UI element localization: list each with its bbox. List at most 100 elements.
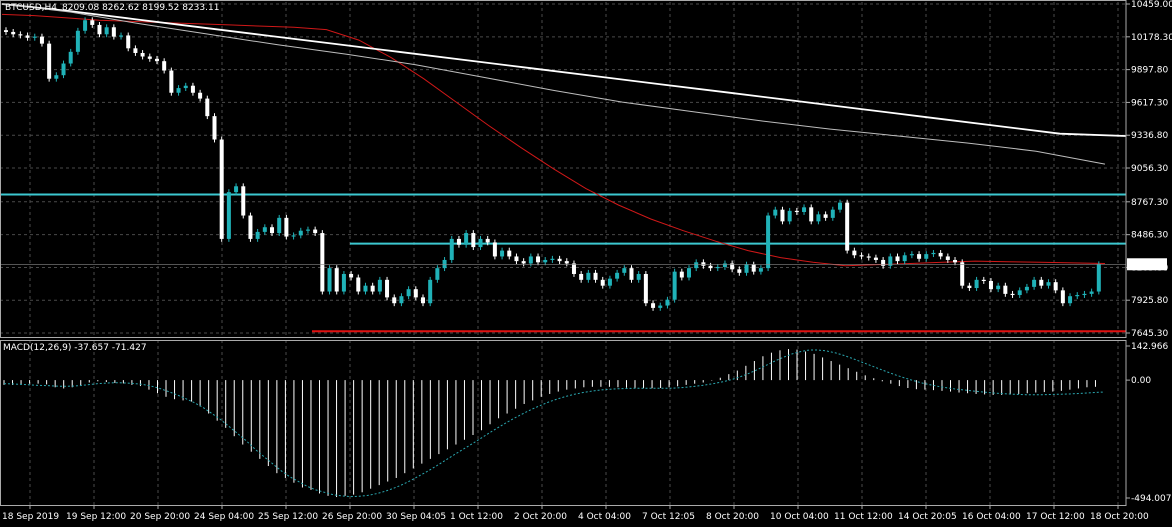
candle-body[interactable]: [234, 186, 239, 193]
price-panel[interactable]: [0, 3, 1127, 333]
candle-body[interactable]: [176, 88, 181, 93]
candle-body[interactable]: [715, 266, 720, 269]
candle-body[interactable]: [687, 268, 692, 278]
candle-body[interactable]: [478, 238, 483, 248]
candle-body[interactable]: [1003, 285, 1008, 294]
candle-body[interactable]: [514, 256, 519, 262]
candle-body[interactable]: [802, 207, 807, 213]
candle-body[interactable]: [694, 262, 699, 269]
candle-body[interactable]: [456, 238, 461, 245]
candle-body[interactable]: [859, 255, 864, 257]
candle-body[interactable]: [1075, 295, 1080, 297]
candle-body[interactable]: [349, 273, 354, 278]
candle-body[interactable]: [284, 217, 289, 237]
candle-body[interactable]: [399, 296, 404, 304]
candle-body[interactable]: [226, 192, 231, 239]
candle-body[interactable]: [133, 48, 138, 53]
candle-body[interactable]: [658, 305, 663, 308]
candle-body[interactable]: [464, 233, 469, 245]
candle-body[interactable]: [744, 264, 749, 273]
candle-body[interactable]: [298, 230, 303, 236]
candle-body[interactable]: [270, 227, 275, 234]
candle-body[interactable]: [97, 24, 102, 35]
candle-body[interactable]: [924, 254, 929, 259]
candle-body[interactable]: [931, 252, 936, 255]
candle-body[interactable]: [909, 254, 914, 256]
candle-body[interactable]: [126, 35, 131, 49]
candle-body[interactable]: [643, 273, 648, 304]
candle-body[interactable]: [816, 214, 821, 222]
candle-body[interactable]: [305, 229, 310, 231]
candle-body[interactable]: [428, 279, 433, 304]
candle-body[interactable]: [996, 285, 1001, 290]
candle-body[interactable]: [471, 233, 476, 248]
candle-body[interactable]: [205, 98, 210, 117]
candle-body[interactable]: [1032, 279, 1037, 287]
candle-body[interactable]: [198, 92, 203, 99]
candle-body[interactable]: [953, 259, 958, 263]
candle-body[interactable]: [873, 257, 878, 260]
candle-body[interactable]: [1046, 282, 1051, 286]
candle-body[interactable]: [780, 209, 785, 222]
candle-body[interactable]: [420, 297, 425, 304]
candle-body[interactable]: [758, 268, 763, 272]
candle-body[interactable]: [413, 289, 418, 298]
candle-body[interactable]: [830, 209, 835, 218]
candle-body[interactable]: [90, 20, 95, 25]
candle-body[interactable]: [917, 254, 922, 259]
candle-body[interactable]: [1089, 291, 1094, 294]
candle-body[interactable]: [385, 279, 390, 298]
candle-body[interactable]: [938, 252, 943, 257]
candle-body[interactable]: [449, 238, 454, 260]
candle-body[interactable]: [377, 279, 382, 292]
candle-body[interactable]: [967, 285, 972, 289]
candle-body[interactable]: [823, 214, 828, 218]
candle-body[interactable]: [600, 279, 605, 286]
candle-body[interactable]: [248, 215, 253, 239]
candle-body[interactable]: [327, 268, 332, 292]
candle-body[interactable]: [492, 242, 497, 257]
candle-body[interactable]: [392, 297, 397, 304]
candle-body[interactable]: [363, 285, 368, 292]
candle-body[interactable]: [1053, 282, 1058, 291]
candle-body[interactable]: [536, 256, 541, 263]
candle-body[interactable]: [313, 229, 318, 234]
candle-body[interactable]: [169, 70, 174, 93]
candle-body[interactable]: [370, 285, 375, 292]
candle-body[interactable]: [320, 233, 325, 292]
candle-body[interactable]: [809, 207, 814, 222]
candle-body[interactable]: [593, 272, 598, 280]
candle-body[interactable]: [255, 231, 260, 239]
moving-average-ma_red[interactable]: [1, 13, 1106, 267]
candle-body[interactable]: [47, 43, 52, 79]
candle-body[interactable]: [111, 27, 116, 37]
candle-body[interactable]: [888, 256, 893, 266]
candle-body[interactable]: [291, 235, 296, 237]
macd-panel[interactable]: [3, 349, 1105, 498]
candle-body[interactable]: [356, 277, 361, 292]
candle-body[interactable]: [4, 30, 8, 32]
candle-body[interactable]: [629, 268, 634, 280]
candle-body[interactable]: [737, 269, 742, 273]
candle-body[interactable]: [845, 202, 850, 251]
candle-body[interactable]: [334, 268, 339, 292]
candle-body[interactable]: [636, 273, 641, 280]
candle-body[interactable]: [485, 238, 490, 243]
candle-body[interactable]: [730, 263, 735, 270]
candle-body[interactable]: [104, 27, 109, 35]
candle-body[interactable]: [679, 271, 684, 278]
candle-body[interactable]: [11, 31, 16, 35]
candle-body[interactable]: [500, 250, 505, 257]
candle-body[interactable]: [960, 262, 965, 286]
candle-body[interactable]: [866, 256, 871, 258]
candle-body[interactable]: [837, 202, 842, 210]
candle-body[interactable]: [183, 85, 188, 89]
candle-body[interactable]: [1039, 279, 1044, 286]
candle-body[interactable]: [708, 265, 713, 269]
candle-body[interactable]: [32, 36, 37, 38]
candle-body[interactable]: [75, 30, 80, 52]
candle-body[interactable]: [981, 279, 986, 282]
moving-average-ma_grey[interactable]: [1, 3, 1106, 165]
candle-body[interactable]: [241, 186, 246, 216]
candle-body[interactable]: [528, 256, 533, 264]
